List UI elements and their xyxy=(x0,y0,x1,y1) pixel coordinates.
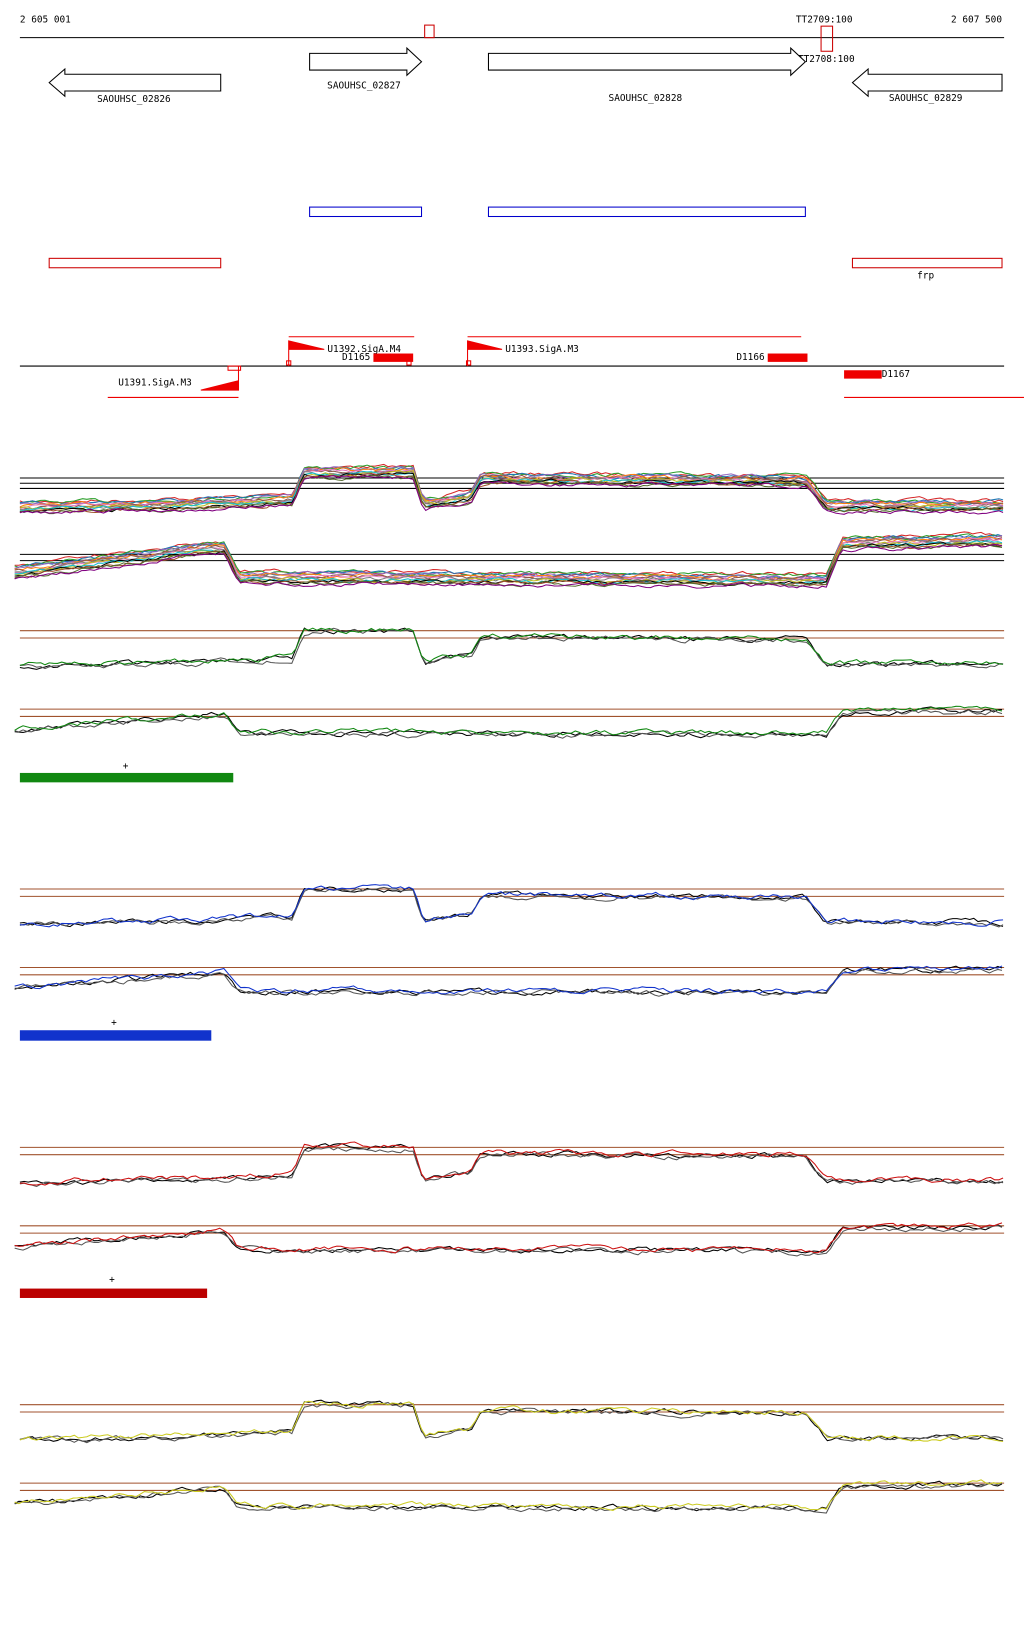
signal-trace xyxy=(14,1482,1003,1514)
feature-label: D1165 xyxy=(342,352,370,363)
condition-bar xyxy=(19,1030,212,1041)
tss xyxy=(227,365,242,371)
transcript xyxy=(309,206,423,218)
promoter-flag xyxy=(288,340,325,367)
signal-trace xyxy=(19,1141,1004,1186)
feature-label: D1166 xyxy=(736,352,765,363)
signal-trace xyxy=(14,965,1003,995)
feature xyxy=(844,370,882,379)
signal-trace xyxy=(19,1400,1004,1443)
condition-marker: + xyxy=(109,1275,115,1286)
gene-arrow xyxy=(48,67,222,98)
terminator xyxy=(424,24,435,39)
signal-trace xyxy=(19,627,1004,670)
signal-trace xyxy=(19,1146,1004,1188)
gene-arrow xyxy=(309,46,423,77)
promoter-flag xyxy=(200,366,240,391)
signal-trace xyxy=(19,886,1004,928)
feature xyxy=(373,353,414,362)
condition-bar xyxy=(19,1288,208,1298)
gene-arrow xyxy=(487,46,807,77)
feature-label: D1167 xyxy=(882,369,910,380)
signal-trace xyxy=(14,1480,1003,1513)
signal-trace xyxy=(19,472,1004,514)
gene-label: SAOUHSC_02828 xyxy=(609,93,683,104)
signal-trace xyxy=(19,466,1004,507)
signal-trace xyxy=(19,474,1004,515)
ruler-end: 2 607 500 xyxy=(951,14,1002,25)
signal-trace xyxy=(19,469,1004,510)
signal-trace xyxy=(14,1224,1003,1254)
promoter-label: U1393.SigA.M3 xyxy=(505,344,579,355)
signal-trace xyxy=(19,627,1004,670)
condition-marker: + xyxy=(123,761,129,772)
promoter-flag xyxy=(467,340,503,367)
signal-trace xyxy=(19,1401,1004,1444)
signal-trace xyxy=(14,967,1003,997)
signal-trace xyxy=(19,884,1004,928)
signal-trace xyxy=(14,705,1003,736)
terminator-label: TT2709:100 xyxy=(796,14,853,25)
gene-label: SAOUHSC_02826 xyxy=(97,94,171,105)
signal-trace xyxy=(19,1143,1004,1185)
feature xyxy=(767,353,808,362)
operon xyxy=(851,257,1003,269)
signal-trace xyxy=(19,463,1004,505)
signal-trace xyxy=(19,475,1004,515)
tss xyxy=(465,360,472,366)
operon-label: frp xyxy=(917,271,934,282)
operon xyxy=(48,257,222,269)
expression-tracks xyxy=(14,463,1005,1514)
signal-trace xyxy=(14,965,1003,996)
signal-trace xyxy=(14,543,1003,589)
tss xyxy=(286,360,292,366)
transcript xyxy=(487,206,806,218)
signal-trace xyxy=(14,1222,1003,1254)
signal-trace xyxy=(14,1479,1003,1511)
signal-trace xyxy=(19,627,1004,667)
promoter-label: U1392.SigA.M4 xyxy=(327,344,401,355)
promoter-label: U1391.SigA.M3 xyxy=(118,377,192,388)
signal-trace xyxy=(19,886,1004,928)
gene-arrow xyxy=(851,67,1003,98)
gene-label: SAOUHSC_02829 xyxy=(889,93,963,104)
condition-bar xyxy=(19,772,234,783)
signal-trace xyxy=(14,1225,1003,1257)
signal-trace xyxy=(14,535,1003,580)
signal-trace xyxy=(14,708,1003,739)
terminator-label: TT2708:100 xyxy=(798,54,855,65)
ruler-start: 2 605 001 xyxy=(20,14,71,25)
signal-trace xyxy=(19,1399,1004,1442)
condition-marker: + xyxy=(111,1017,117,1028)
terminator xyxy=(820,25,834,52)
gene-label: SAOUHSC_02827 xyxy=(327,80,401,91)
